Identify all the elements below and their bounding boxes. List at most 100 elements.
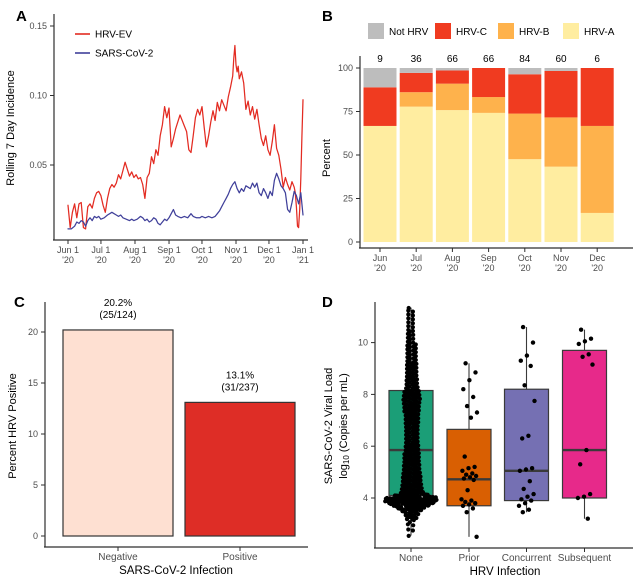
data-point [469, 498, 474, 503]
y-tick-label: 10 [28, 429, 38, 439]
x-tick-label: '20 [230, 255, 242, 265]
jitter-points [516, 324, 537, 515]
data-point [412, 480, 417, 485]
x-axis-title: SARS-CoV-2 Infection [119, 565, 233, 577]
data-point [410, 487, 415, 492]
data-point [520, 510, 525, 515]
data-point [406, 312, 411, 317]
data-point [410, 528, 415, 533]
data-point [526, 507, 532, 512]
legend-label: HRV-B [519, 27, 550, 38]
bar-segment-not-hrv [399, 68, 433, 73]
x-tick-label: '20 [410, 263, 422, 273]
data-point [464, 403, 470, 409]
data-point [460, 503, 466, 508]
data-point [578, 327, 584, 332]
series [67, 44, 304, 230]
panel-c-percent-positive-bar-chart: 0 5 10 15 20 Percent HRV Positive Negative Posi… [7, 298, 308, 577]
data-point [406, 489, 411, 494]
x-tick-label: Nov [553, 253, 570, 263]
x-tick-label: '20 [447, 263, 459, 273]
y-axis-title-line2: log10 (Copies per mL) [338, 373, 351, 479]
data-point [408, 466, 413, 471]
y-tick-label: 4 [363, 493, 368, 503]
y-axis-title: Percent [321, 139, 333, 177]
data-point [404, 449, 410, 454]
bar-segment-hrv-b [472, 97, 506, 113]
panel-b-label: B [322, 8, 333, 25]
data-point [401, 463, 406, 468]
x-tick-label: '21 [297, 255, 309, 265]
data-point [412, 394, 417, 399]
data-point [401, 397, 406, 402]
data-point [415, 500, 420, 505]
data-point [524, 353, 530, 358]
data-point [418, 485, 423, 491]
data-point [410, 490, 415, 496]
boxplot-none [383, 305, 439, 538]
y-tick-label: 0 [348, 237, 353, 247]
data-point [532, 398, 537, 404]
data-point [516, 503, 522, 508]
x-tick-label: Aug 1 [123, 245, 147, 255]
x-tick-label: Jun [373, 253, 388, 263]
data-point [580, 354, 585, 359]
data-point [527, 479, 532, 484]
data-point [406, 320, 411, 325]
data-point [519, 497, 524, 502]
data-point [575, 495, 581, 501]
bar-segment-not-hrv [508, 68, 542, 75]
legend: Not HRV HRV-C HRV-B HRV-A [368, 23, 615, 39]
data-point [408, 455, 413, 460]
data-point [404, 418, 410, 423]
data-point [528, 363, 533, 369]
data-point [416, 495, 421, 500]
data-point [461, 387, 466, 392]
x-tick-label: '20 [129, 255, 141, 265]
data-point [406, 327, 411, 333]
data-point [407, 520, 412, 525]
x-tick-label: '20 [263, 255, 275, 265]
bar-segment-hrv-b [580, 125, 614, 213]
data-point [525, 494, 530, 499]
data-point [529, 498, 534, 503]
data-point [403, 495, 408, 500]
panel-d-viral-load-boxplot: 4 6 8 10 SARS-CoV-2 Viral Load log10 (Copies … [323, 302, 633, 578]
x-tick-label: Sep 1 [157, 245, 181, 255]
data-point [408, 458, 413, 463]
data-point [402, 459, 407, 465]
data-point [401, 467, 406, 472]
data-point [465, 488, 470, 493]
axes: 0 5 10 15 20 Percent HRV Positive Negative Posi… [7, 302, 308, 577]
jitter-points [575, 327, 595, 521]
data-point [585, 516, 590, 521]
x-tick-label: None [399, 553, 423, 564]
x-tick-label: '20 [62, 255, 74, 265]
data-point [400, 491, 406, 497]
data-point [383, 496, 388, 501]
data-point [405, 433, 410, 438]
data-point [474, 534, 479, 539]
bar-count-label: 60 [555, 54, 567, 65]
data-point [408, 392, 413, 397]
y-tick-label: 8 [363, 389, 368, 399]
x-tick-label: Jul 1 [91, 245, 110, 255]
data-point [473, 370, 478, 375]
data-point [587, 491, 593, 497]
data-point [408, 462, 413, 467]
x-tick-label: Jul [410, 253, 422, 263]
y-tick-label: 0 [33, 531, 38, 541]
data-point [405, 429, 410, 435]
bar-label-fraction: (31/237) [221, 382, 258, 393]
data-point [414, 377, 420, 382]
data-point [582, 339, 588, 344]
legend-swatch [498, 23, 514, 39]
bar-segment-not-hrv [544, 68, 578, 71]
data-point [467, 378, 472, 383]
data-point [588, 336, 594, 341]
data-point [408, 400, 413, 405]
x-tick-label: Subsequent [558, 553, 612, 564]
x-tick-label: Prior [458, 553, 480, 564]
data-point [417, 482, 423, 487]
